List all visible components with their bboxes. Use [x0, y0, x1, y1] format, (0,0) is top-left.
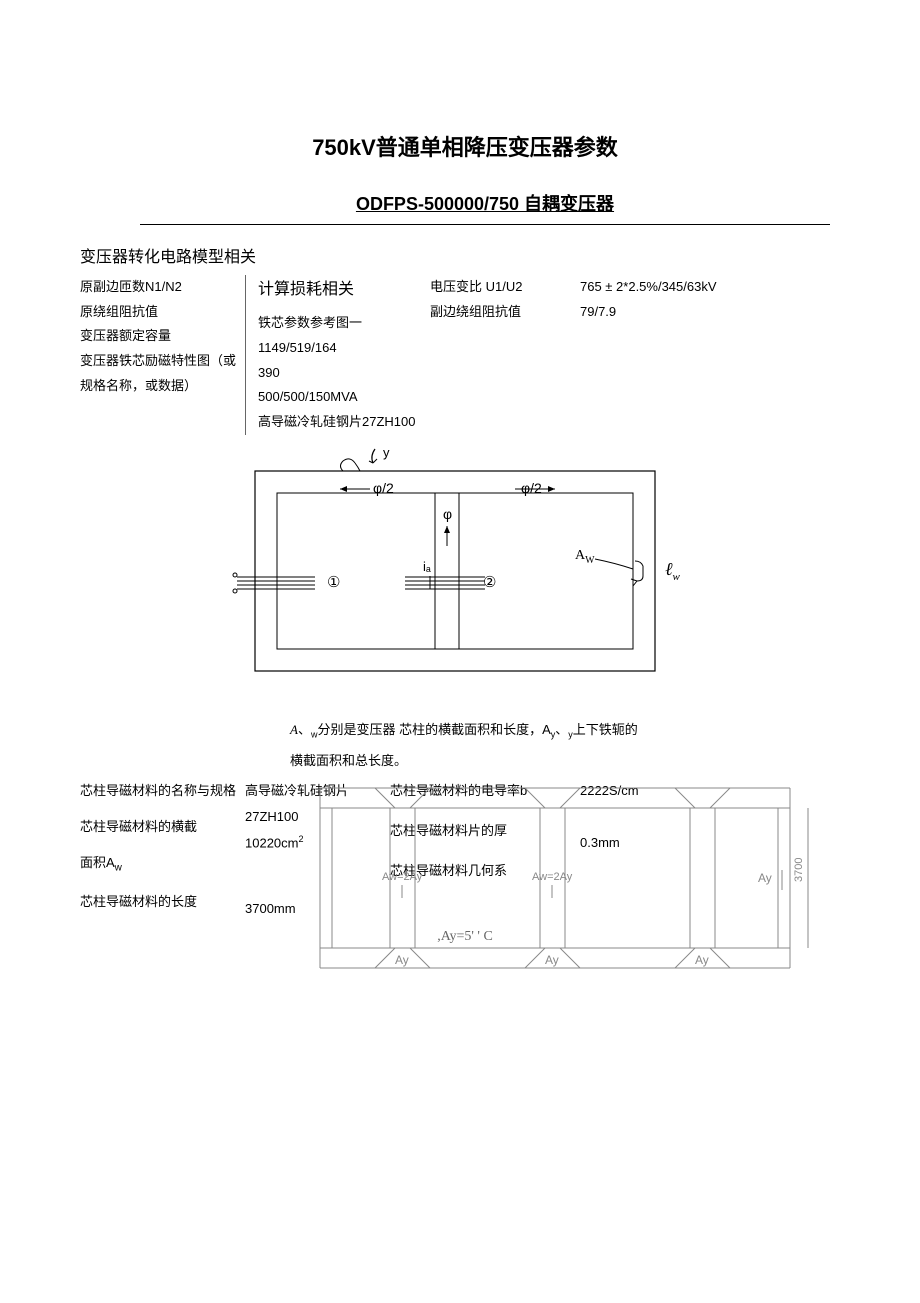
value: 高导磁冷轧硅钢片27ZH100: [258, 410, 420, 435]
page-subtitle: ODFPS-500000/750 自耦变压器: [140, 190, 830, 225]
mat-labels-left: 芯柱导磁材料的名称与规格 芯柱导磁材料的横截 面积Aw 芯柱导磁材料的长度: [80, 778, 245, 925]
value: 2222S/cm: [580, 778, 710, 804]
value: 3700mm: [245, 896, 390, 922]
diagram-caption-2: 横截面积和总长度。: [290, 749, 850, 772]
label: 芯柱导磁材料的电导率b: [390, 778, 580, 804]
cap-text1: 分别是变压器 芯柱的横截面积和长度，A: [317, 722, 550, 737]
transformer-diagram: y φ/2 φ/2 φ iₐ ②: [80, 441, 850, 704]
label: 原绕组阻抗值: [80, 300, 245, 325]
phi-half-left: φ/2: [373, 480, 394, 496]
page-title: 750kV普通单相降压变压器参数: [80, 130, 850, 162]
label: 芯柱导磁材料的长度: [80, 889, 245, 915]
col2-header: 计算损耗相关: [258, 275, 420, 305]
value: 765 ± 2*2.5%/345/63kV: [580, 275, 850, 300]
label: 芯柱导磁材料几何系: [390, 858, 580, 884]
diagram-caption: A、w分别是变压器 芯柱的横截面积和长度，Ay、y上下铁轭的: [290, 718, 850, 743]
col2: 计算损耗相关 铁芯参数参考图一1149/519/164 390 500/500/…: [245, 275, 420, 435]
material-grid: 芯柱导磁材料的名称与规格 芯柱导磁材料的横截 面积Aw 芯柱导磁材料的长度 高导…: [80, 778, 850, 925]
cap-mid1: 、: [298, 722, 311, 737]
col1-labels: 原副边匝数N1/N2 原绕组阻抗值 变压器额定容量 变压器铁芯励磁特性图（或规格…: [80, 275, 245, 435]
mat-vals-right: 2222S/cm 0.3mm: [580, 778, 710, 925]
label: 面积Aw: [80, 850, 245, 879]
value: 500/500/150MVA: [258, 385, 420, 410]
ay-b1: Ay: [395, 953, 409, 967]
cap-text2: 上下铁轭的: [573, 722, 638, 737]
label: 芯柱导磁材料的名称与规格: [80, 778, 245, 804]
value: 10220cm2: [245, 830, 390, 856]
height-label: 3700: [793, 858, 805, 882]
phi-half-right: φ/2: [521, 480, 542, 496]
params-grid: 原副边匝数N1/N2 原绕组阻抗值 变压器额定容量 变压器铁芯励磁特性图（或规格…: [80, 275, 850, 435]
phi-center: φ: [443, 506, 452, 522]
ia-label: iₐ: [423, 559, 431, 574]
mat-labels-right: 芯柱导磁材料的电导率b 芯柱导磁材料片的厚 芯柱导磁材料几何系: [390, 778, 580, 925]
label: 芯柱导磁材料片的厚: [390, 818, 580, 844]
diagram-svg: y φ/2 φ/2 φ iₐ ②: [225, 441, 705, 701]
y-label: y: [383, 445, 390, 460]
circle-1: ①: [327, 574, 340, 591]
label: 原副边匝数N1/N2: [80, 275, 245, 300]
value: 0.3mm: [580, 830, 710, 856]
label: 芯柱导磁材料的横截: [80, 814, 245, 840]
cap-A: A: [290, 722, 298, 737]
label: 副边绕组阻抗值: [430, 300, 570, 325]
col3: 电压变比 U1/U2 副边绕组阻抗值: [420, 275, 570, 435]
lw-label: ℓw: [665, 559, 681, 583]
center-winding: [405, 577, 485, 589]
label: 变压器额定容量: [80, 324, 245, 349]
ay-b2: Ay: [545, 953, 559, 967]
col4: 765 ± 2*2.5%/345/63kV 79/7.9: [570, 275, 850, 435]
value: 79/7.9: [580, 300, 850, 325]
value: 390: [258, 361, 420, 386]
section1-header: 变压器转化电路模型相关: [80, 243, 850, 267]
ay-b3: Ay: [695, 953, 709, 967]
left-winding: [233, 573, 315, 593]
label: 变压器铁芯励磁特性图（或规格名称，或数据）: [80, 349, 245, 398]
footer-formula: ,Ay=5' ' C: [80, 929, 850, 945]
ay-right: Ay: [758, 871, 772, 885]
label: 电压变比 U1/U2: [430, 275, 570, 300]
mat-vals-left: 高导磁冷轧硅钢片27ZH100 10220cm2 3700mm: [245, 778, 390, 925]
Aw-label: AW: [575, 548, 595, 566]
circle-2: ②: [483, 574, 496, 591]
cap-mid2: 、: [555, 722, 568, 737]
value: 高导磁冷轧硅钢片27ZH100: [245, 778, 390, 830]
value: 铁芯参数参考图一1149/519/164: [258, 311, 420, 360]
